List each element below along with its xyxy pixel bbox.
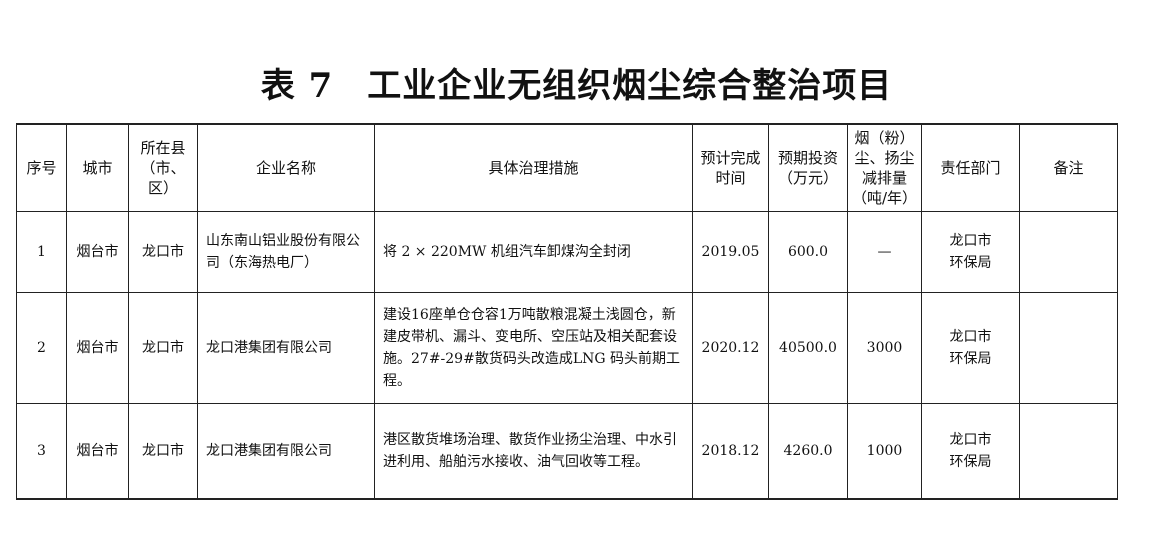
cell-reduction: 1000	[847, 403, 922, 500]
cell-dept: 龙口市 环保局	[921, 211, 1020, 293]
col-header-no: 序号	[16, 123, 67, 212]
cell-no: 1	[16, 211, 67, 293]
cell-measures: 港区散货堆场治理、散货作业扬尘治理、中水引进利用、船舶污水接收、油气回收等工程。	[374, 403, 693, 500]
cell-dept: 龙口市 环保局	[921, 403, 1020, 500]
cell-measures: 将 2 × 220MW 机组汽车卸煤沟全封闭	[374, 211, 693, 293]
cell-remark	[1019, 403, 1118, 500]
cell-county: 龙口市	[128, 211, 198, 293]
table-number: 表 7	[260, 66, 334, 106]
cell-dept: 龙口市 环保局	[921, 292, 1020, 404]
cell-measures: 建设16座单仓仓容1万吨散粮混凝土浅圆仓，新建皮带机、漏斗、变电所、空压站及相关…	[374, 292, 693, 404]
col-header-remark: 备注	[1019, 123, 1118, 212]
cell-investment: 600.0	[768, 211, 848, 293]
table-title: 工业企业无组织烟尘综合整治项目	[367, 66, 893, 106]
col-header-county: 所在县 （市、区）	[128, 123, 198, 212]
cell-company: 龙口港集团有限公司	[197, 403, 375, 500]
col-header-dept: 责任部门	[921, 123, 1020, 212]
col-header-reduction: 烟（粉） 尘、扬尘 减排量 （吨/年）	[847, 123, 922, 212]
table-row: 2 烟台市 龙口市 龙口港集团有限公司 建设16座单仓仓容1万吨散粮混凝土浅圆仓…	[16, 292, 1118, 404]
col-header-measures: 具体治理措施	[374, 123, 693, 212]
cell-county: 龙口市	[128, 403, 198, 500]
header-row: 序号 城市 所在县 （市、区） 企业名称 具体治理措施 预计完成 时间 预期投资…	[16, 123, 1118, 212]
cell-investment: 40500.0	[768, 292, 848, 404]
col-header-company: 企业名称	[197, 123, 375, 212]
cell-city: 烟台市	[66, 211, 129, 293]
cell-company: 龙口港集团有限公司	[197, 292, 375, 404]
cell-county: 龙口市	[128, 292, 198, 404]
cell-reduction: —	[847, 211, 922, 293]
col-header-completion: 预计完成 时间	[692, 123, 769, 212]
project-table: 序号 城市 所在县 （市、区） 企业名称 具体治理措施 预计完成 时间 预期投资…	[16, 123, 1118, 500]
table-row: 3 烟台市 龙口市 龙口港集团有限公司 港区散货堆场治理、散货作业扬尘治理、中水…	[16, 403, 1118, 500]
cell-completion: 2018.12	[692, 403, 769, 500]
col-header-city: 城市	[66, 123, 129, 212]
table-row: 1 烟台市 龙口市 山东南山铝业股份有限公司（东海热电厂） 将 2 × 220M…	[16, 211, 1118, 293]
cell-no: 2	[16, 292, 67, 404]
cell-reduction: 3000	[847, 292, 922, 404]
cell-investment: 4260.0	[768, 403, 848, 500]
cell-remark	[1019, 211, 1118, 293]
cell-completion: 2020.12	[692, 292, 769, 404]
col-header-investment: 预期投资 （万元）	[768, 123, 848, 212]
cell-company: 山东南山铝业股份有限公司（东海热电厂）	[197, 211, 375, 293]
page-title: 表 7 工业企业无组织烟尘综合整治项目	[0, 58, 1153, 107]
cell-no: 3	[16, 403, 67, 500]
cell-remark	[1019, 292, 1118, 404]
cell-completion: 2019.05	[692, 211, 769, 293]
cell-city: 烟台市	[66, 403, 129, 500]
cell-city: 烟台市	[66, 292, 129, 404]
